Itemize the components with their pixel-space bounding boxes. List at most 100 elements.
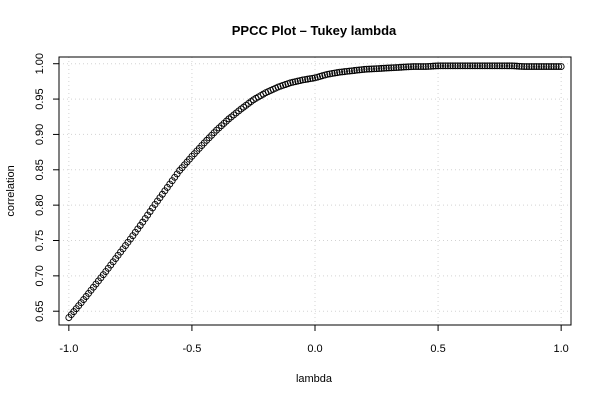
data-point	[343, 67, 351, 75]
data-point	[464, 62, 472, 70]
data-point	[378, 64, 385, 72]
data-point	[306, 75, 314, 83]
data-point	[471, 62, 479, 70]
data-point	[346, 67, 353, 75]
data-point	[446, 62, 454, 70]
x-tick-label: 0.5	[430, 343, 445, 355]
data-point	[533, 63, 540, 70]
data-point	[385, 64, 393, 72]
data-point	[390, 64, 398, 72]
data-point	[410, 63, 417, 70]
data-point	[545, 63, 553, 70]
y-axis-label: correlation	[5, 165, 17, 216]
data-point	[451, 62, 459, 70]
data-point	[488, 62, 496, 70]
data-point	[547, 63, 555, 70]
x-tick-label: 0.0	[307, 343, 322, 355]
data-point	[454, 62, 462, 70]
data-point	[294, 77, 302, 85]
data-points	[65, 62, 565, 322]
data-point	[498, 62, 506, 70]
data-point	[370, 65, 378, 73]
data-point	[491, 62, 499, 70]
data-point	[510, 62, 518, 70]
data-point	[540, 63, 548, 70]
data-point	[424, 62, 432, 70]
data-point	[392, 64, 400, 71]
y-tick-label: 1.00	[34, 53, 46, 74]
y-tick-label: 0.80	[34, 194, 46, 215]
data-point	[323, 70, 331, 78]
data-point	[538, 63, 545, 70]
data-point	[286, 79, 294, 87]
data-point	[402, 63, 410, 71]
data-point	[417, 63, 425, 70]
data-point	[304, 75, 312, 83]
data-point	[513, 62, 521, 70]
data-point	[296, 77, 304, 84]
data-point	[437, 62, 444, 70]
data-point	[215, 124, 223, 132]
data-point	[412, 63, 420, 70]
x-tick-label: -0.5	[182, 343, 201, 355]
data-point	[515, 62, 523, 70]
y-tick-label: 0.85	[34, 159, 46, 180]
data-point	[144, 211, 152, 219]
x-axis: -1.0 -0.5 0.0 0.5 1.0	[59, 324, 569, 355]
y-axis: 0.65 0.70 0.75 0.80 0.85 0.90 0.95 1.00	[34, 53, 60, 322]
data-point	[478, 62, 486, 70]
data-point	[400, 63, 408, 71]
data-point	[338, 68, 346, 76]
data-point	[474, 62, 481, 70]
data-point	[407, 63, 415, 71]
data-point	[525, 63, 533, 70]
data-point	[350, 67, 358, 74]
data-point	[501, 62, 508, 70]
data-point	[363, 65, 371, 73]
data-point	[380, 64, 388, 72]
data-point	[326, 70, 334, 78]
data-point	[434, 62, 442, 70]
data-point	[331, 69, 339, 77]
data-point	[528, 63, 536, 70]
data-point	[419, 63, 427, 70]
data-point	[557, 63, 565, 70]
data-point	[360, 65, 368, 73]
data-point	[328, 70, 336, 77]
x-tick-label: -1.0	[59, 343, 78, 355]
chart-title: PPCC Plot – Tukey lambda	[232, 23, 397, 38]
data-point	[427, 62, 435, 70]
data-point	[289, 78, 297, 86]
data-point	[139, 218, 147, 226]
data-point	[397, 63, 405, 71]
data-point	[218, 122, 225, 130]
y-tick-label: 0.95	[34, 88, 46, 109]
data-point	[481, 62, 489, 70]
data-point	[213, 126, 220, 134]
data-point	[552, 63, 560, 70]
data-point	[336, 68, 344, 76]
data-point	[442, 62, 449, 70]
data-point	[299, 76, 307, 84]
data-point	[333, 69, 341, 77]
data-point	[439, 62, 447, 70]
data-point	[387, 64, 395, 72]
data-point	[456, 62, 464, 70]
data-point	[483, 62, 491, 70]
data-point	[301, 76, 309, 84]
data-point	[432, 62, 440, 70]
data-point	[368, 65, 376, 73]
data-point	[535, 63, 543, 70]
data-point	[373, 65, 380, 73]
data-point	[365, 65, 373, 73]
plot-frame	[58, 56, 572, 326]
data-point	[405, 63, 412, 71]
data-point	[518, 62, 526, 70]
y-tick-label: 0.70	[34, 265, 46, 286]
data-point	[520, 63, 528, 70]
data-point	[141, 215, 149, 223]
data-point	[508, 62, 516, 70]
x-tick-label: 1.0	[554, 343, 569, 355]
data-point	[353, 66, 361, 74]
